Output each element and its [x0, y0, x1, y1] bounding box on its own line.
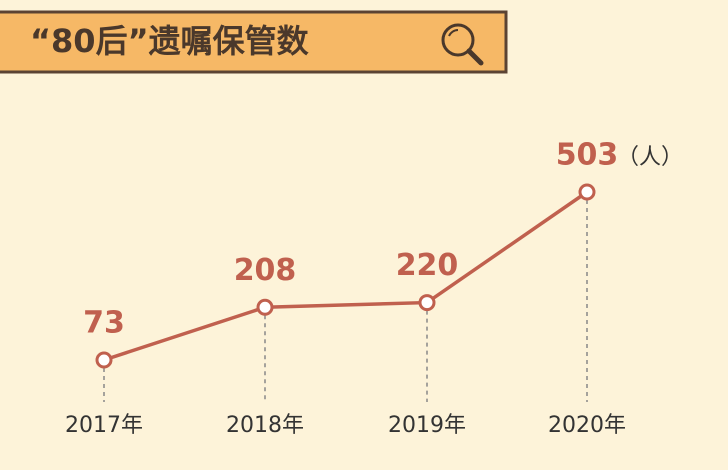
chart-title: “80后”遗嘱保管数 — [30, 22, 310, 60]
data-label: 220 — [396, 248, 459, 283]
point — [578, 183, 596, 201]
data-label: 73 — [83, 306, 125, 341]
title-banner — [0, 10, 508, 74]
point — [95, 351, 113, 369]
point — [418, 294, 436, 312]
x-tick-label: 2020年 — [548, 413, 626, 438]
line — [103, 190, 588, 362]
magnifier-icon — [441, 23, 484, 66]
x-tick-label: 2018年 — [226, 413, 304, 438]
point — [256, 298, 274, 316]
x-tick-label: 2019年 — [388, 413, 466, 438]
data-label: 208 — [234, 253, 297, 288]
data-label: 503 — [556, 138, 619, 173]
x-tick-label: 2017年 — [65, 413, 143, 438]
unit-label: （人） — [617, 145, 683, 170]
